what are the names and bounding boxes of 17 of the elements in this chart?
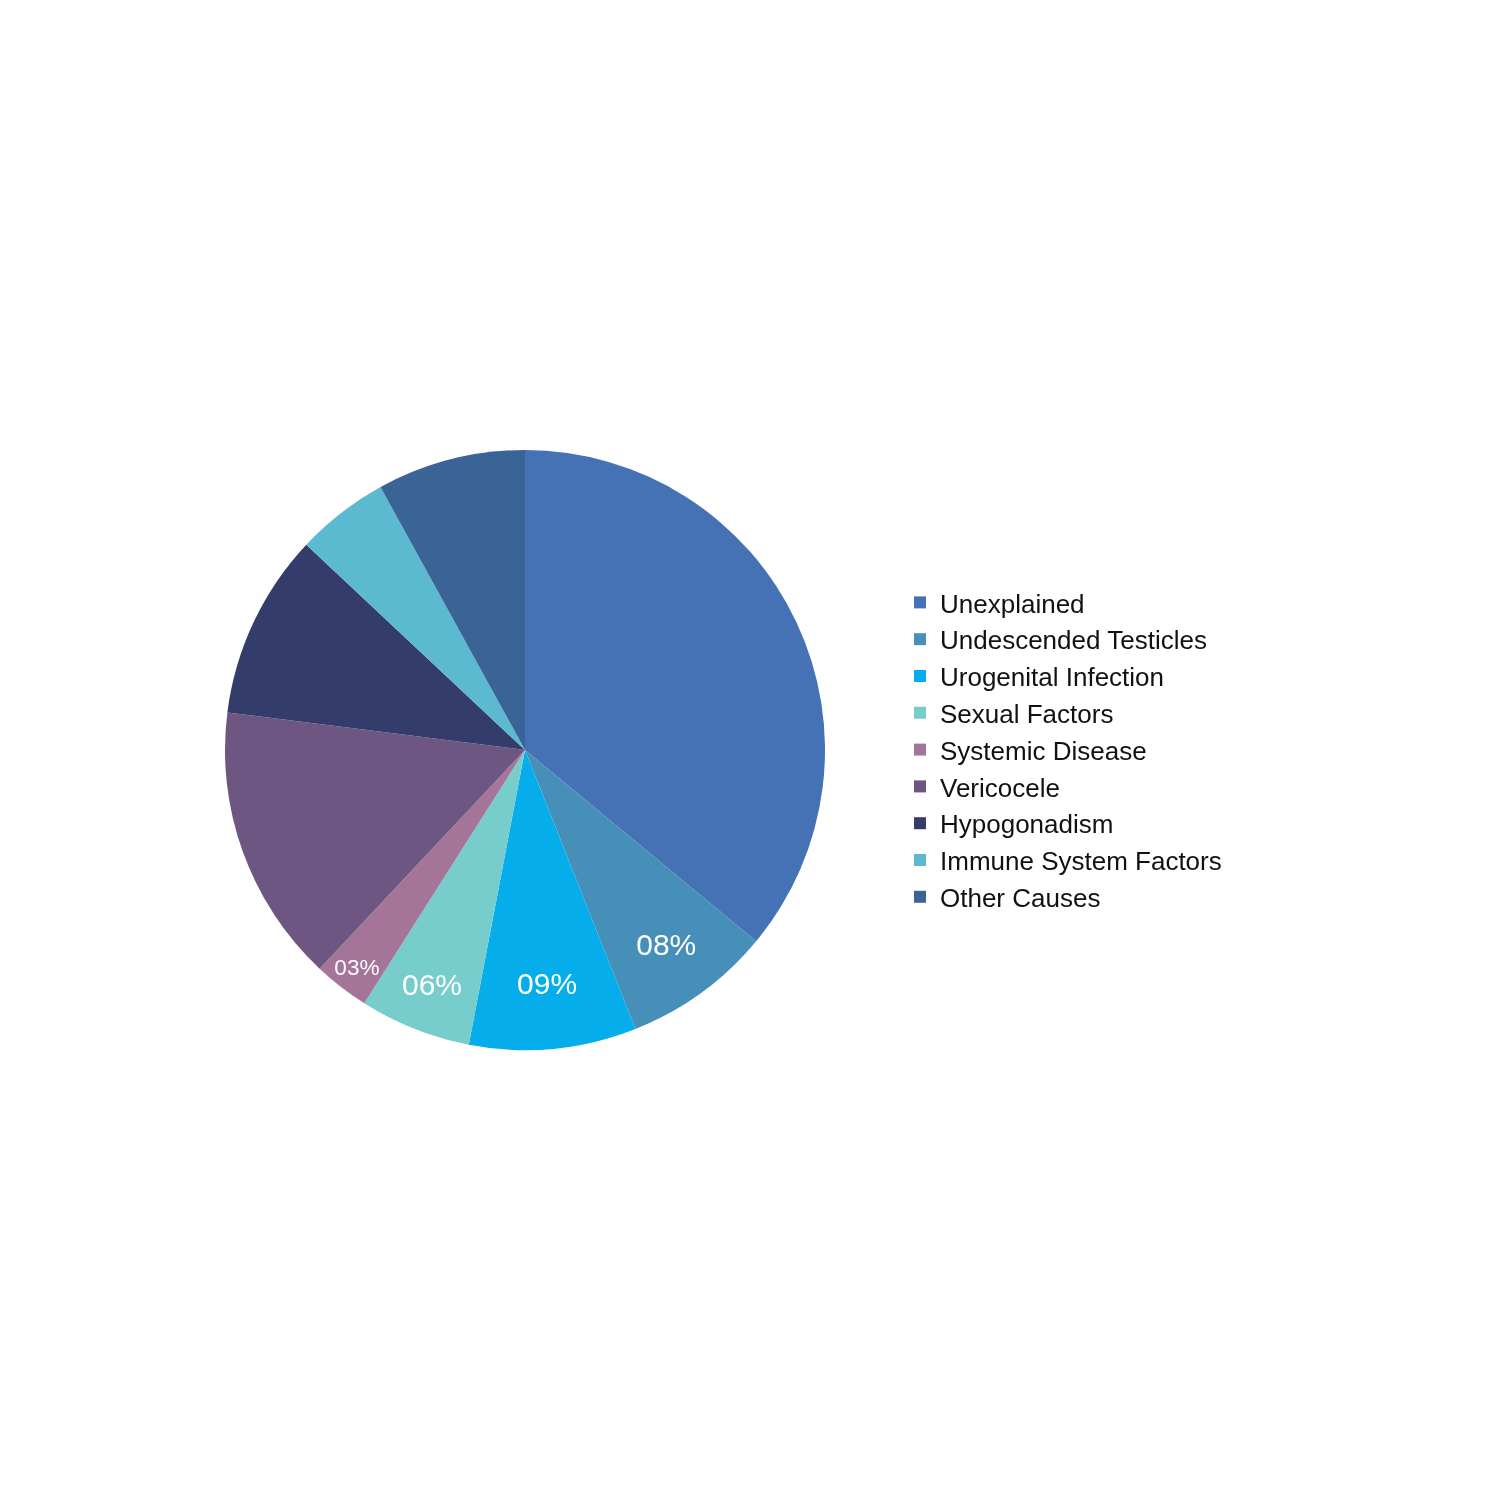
legend-label: Hypogonadism (940, 809, 1114, 840)
legend-label: Urogenital Infection (940, 662, 1165, 693)
data-label: 03% (334, 954, 380, 980)
data-label: 09% (517, 967, 578, 1001)
legend-label: Undescended Testicles (940, 625, 1207, 656)
pie-slice (227, 544, 525, 750)
pie-slice (468, 750, 636, 1050)
data-label: 06% (401, 968, 463, 1002)
pie-slice (306, 487, 525, 750)
legend-label: Sexual Factors (940, 698, 1114, 729)
pie-slice (380, 450, 525, 750)
legend-label: Other Causes (940, 882, 1101, 913)
legend-label: Vericocele (940, 772, 1060, 803)
legend-label: Immune System Factors (940, 846, 1222, 877)
data-label: 08% (636, 927, 697, 961)
legend-label: Systemic Disease (940, 735, 1147, 766)
legend-label: Unexplained (940, 588, 1085, 619)
